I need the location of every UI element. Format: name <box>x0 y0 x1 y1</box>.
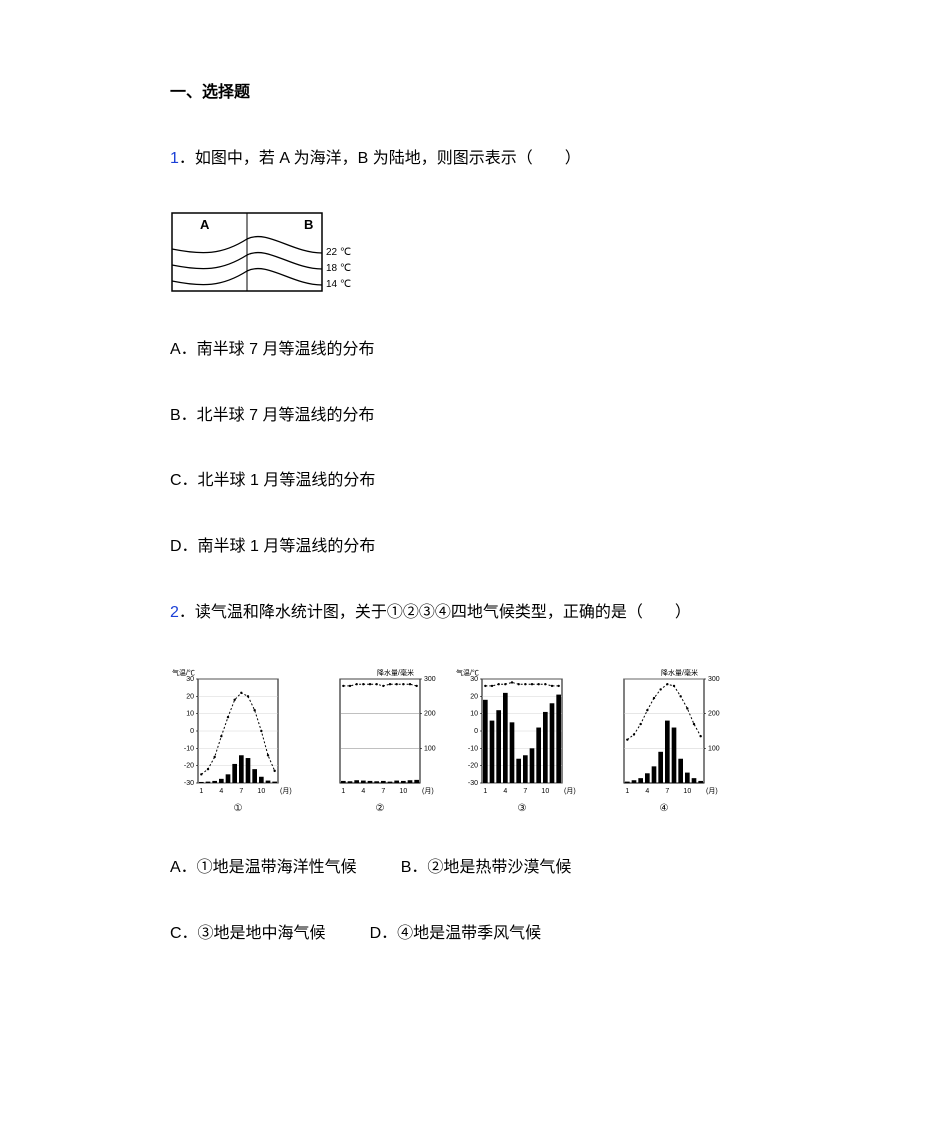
q2-number: 2 <box>170 604 179 621</box>
question-2: 2．读气温和降水统计图，关于①②③④四地气候类型，正确的是（ ） <box>170 600 775 626</box>
q2-charts-row: 气温/℃3020100-10-20-3014710(月)① 降水量/毫米3002… <box>170 665 775 815</box>
svg-text:20: 20 <box>186 693 194 700</box>
q2-text: ．读气温和降水统计图，关于①②③④四地气候类型，正确的是（ ） <box>179 604 691 621</box>
svg-text:(月): (月) <box>564 787 576 795</box>
q1-text: ．如图中，若 A 为海洋，B 为陆地，则图示表示（ ） <box>179 150 581 167</box>
svg-text:③: ③ <box>518 803 527 814</box>
svg-text:降水量/毫米: 降水量/毫米 <box>377 668 414 677</box>
svg-text:100: 100 <box>708 745 720 752</box>
svg-text:1: 1 <box>483 788 487 795</box>
svg-text:降水量/毫米: 降水量/毫米 <box>661 668 698 677</box>
svg-text:10: 10 <box>470 711 478 718</box>
svg-text:7: 7 <box>381 788 385 795</box>
svg-text:1: 1 <box>341 788 345 795</box>
svg-text:(月): (月) <box>422 787 434 795</box>
q1-option-b: B．北半球 7 月等温线的分布 <box>170 403 775 429</box>
svg-text:100: 100 <box>424 745 436 752</box>
svg-text:-30: -30 <box>184 780 194 787</box>
svg-text:200: 200 <box>708 711 720 718</box>
svg-text:-20: -20 <box>468 763 478 770</box>
q1-option-c: C．北半球 1 月等温线的分布 <box>170 468 775 494</box>
svg-text:1: 1 <box>625 788 629 795</box>
q1-option-a: A．南半球 7 月等温线的分布 <box>170 337 775 363</box>
svg-text:(月): (月) <box>280 787 292 795</box>
svg-text:300: 300 <box>708 676 720 683</box>
climate-chart-2: 降水量/毫米 300 200 100 1 4 7 10 (月) ② <box>312 665 442 815</box>
svg-text:7: 7 <box>665 788 669 795</box>
svg-text:22 ℃: 22 ℃ <box>326 247 351 258</box>
climate-chart-1: 气温/℃3020100-10-20-3014710(月)① <box>170 665 300 815</box>
svg-text:4: 4 <box>361 788 365 795</box>
svg-text:4: 4 <box>645 788 649 795</box>
svg-text:10: 10 <box>257 788 265 795</box>
q1-number: 1 <box>170 150 179 167</box>
svg-text:1: 1 <box>199 788 203 795</box>
svg-text:10: 10 <box>399 788 407 795</box>
q2-option-c: C．③地是地中海气候 <box>170 921 326 947</box>
q1-option-d: D．南半球 1 月等温线的分布 <box>170 534 775 560</box>
svg-text:②: ② <box>376 803 385 814</box>
q2-options-row-2: C．③地是地中海气候 D．④地是温带季风气候 <box>170 921 775 947</box>
svg-text:-20: -20 <box>184 763 194 770</box>
q2-options-row-1: A．①地是温带海洋性气候 B．②地是热带沙漠气候 <box>170 855 775 881</box>
svg-text:200: 200 <box>424 711 436 718</box>
q2-option-a: A．①地是温带海洋性气候 <box>170 855 357 881</box>
svg-text:④: ④ <box>660 803 669 814</box>
svg-text:30: 30 <box>186 676 194 683</box>
svg-text:A: A <box>200 217 210 232</box>
q1-figure: A B 22 ℃ 18 ℃ 14 ℃ <box>170 211 775 297</box>
svg-text:20: 20 <box>470 693 478 700</box>
svg-text:-10: -10 <box>468 745 478 752</box>
svg-text:0: 0 <box>474 728 478 735</box>
svg-text:(月): (月) <box>706 787 718 795</box>
svg-text:4: 4 <box>219 788 223 795</box>
svg-text:14 ℃: 14 ℃ <box>326 279 351 290</box>
climate-chart-3: 气温/℃3020100-10-20-3014710(月)③ <box>454 665 584 815</box>
svg-text:0: 0 <box>190 728 194 735</box>
svg-text:7: 7 <box>239 788 243 795</box>
svg-text:10: 10 <box>683 788 691 795</box>
svg-text:18 ℃: 18 ℃ <box>326 263 351 274</box>
svg-text:①: ① <box>234 803 243 814</box>
svg-text:10: 10 <box>541 788 549 795</box>
question-1: 1．如图中，若 A 为海洋，B 为陆地，则图示表示（ ） <box>170 146 775 172</box>
svg-text:7: 7 <box>523 788 527 795</box>
climate-chart-4: 降水量/毫米 300 200 100 1 4 7 10 (月) ④ <box>596 665 726 815</box>
section-title: 一、选择题 <box>170 80 775 106</box>
svg-text:300: 300 <box>424 676 436 683</box>
svg-text:4: 4 <box>503 788 507 795</box>
svg-text:10: 10 <box>186 711 194 718</box>
q2-option-d: D．④地是温带季风气候 <box>370 921 542 947</box>
q2-option-b: B．②地是热带沙漠气候 <box>401 855 572 881</box>
svg-text:30: 30 <box>470 676 478 683</box>
svg-text:-10: -10 <box>184 745 194 752</box>
svg-text:B: B <box>304 217 313 232</box>
svg-text:-30: -30 <box>468 780 478 787</box>
